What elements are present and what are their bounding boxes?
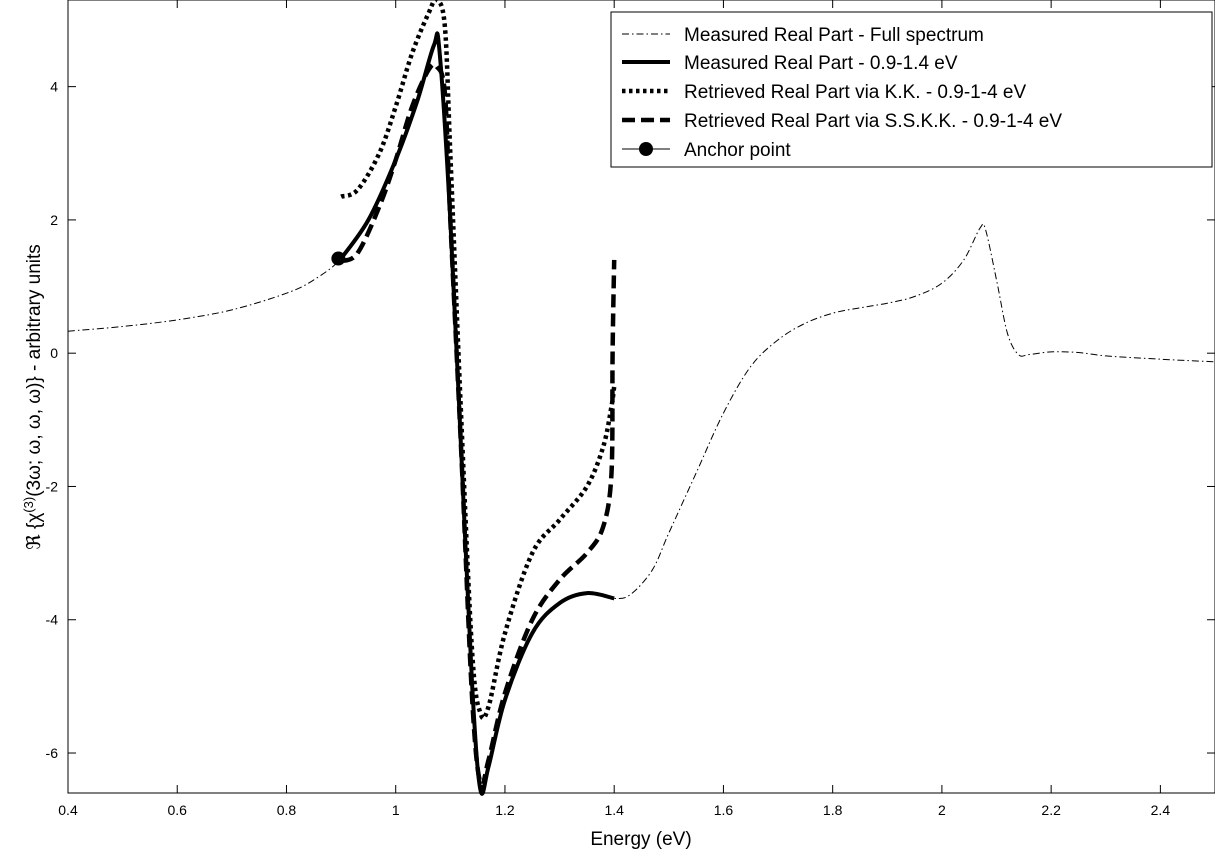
y-tick-label: 2 <box>50 212 58 228</box>
series-line-3 <box>341 64 614 786</box>
anchor-point-marker <box>331 252 345 266</box>
y-tick-label: -6 <box>46 745 59 761</box>
y-axis-title: ℜ {χ(3)(3ω; ω, ω, ω)} - arbitrary units <box>21 244 45 550</box>
y-tick-label: 4 <box>50 79 58 95</box>
x-tick-label: 1.2 <box>495 802 515 818</box>
x-tick-label: 2.4 <box>1151 802 1171 818</box>
x-tick-label: 1.8 <box>823 802 843 818</box>
legend-label-4: Anchor point <box>684 140 791 161</box>
legend-label-1: Measured Real Part - 0.9-1.4 eV <box>684 53 958 74</box>
legend-marker-4 <box>639 142 653 156</box>
x-tick-label: 1 <box>392 802 400 818</box>
y-tick-label: -4 <box>46 612 59 628</box>
x-tick-label: 1.6 <box>714 802 734 818</box>
x-axis-title: Energy (eV) <box>590 829 691 850</box>
legend-label-3: Retrieved Real Part via S.S.K.K. - 0.9-1… <box>684 111 1062 132</box>
x-tick-label: 0.8 <box>277 802 297 818</box>
legend-label-2: Retrieved Real Part via K.K. - 0.9-1-4 e… <box>684 82 1026 103</box>
series-line-1 <box>341 33 614 794</box>
x-tick-label: 0.6 <box>168 802 188 818</box>
y-tick-label: 0 <box>50 345 58 361</box>
legend-label-0: Measured Real Part - Full spectrum <box>684 25 984 46</box>
series-line-2 <box>341 0 614 718</box>
legend: Measured Real Part - Full spectrum Measur… <box>611 12 1212 167</box>
x-tick-label: 1.4 <box>604 802 624 818</box>
y-tick-label: -2 <box>46 478 59 494</box>
x-tick-label: 0.4 <box>58 802 78 818</box>
x-tick-label: 2.2 <box>1041 802 1061 818</box>
x-tick-label: 2 <box>938 802 946 818</box>
